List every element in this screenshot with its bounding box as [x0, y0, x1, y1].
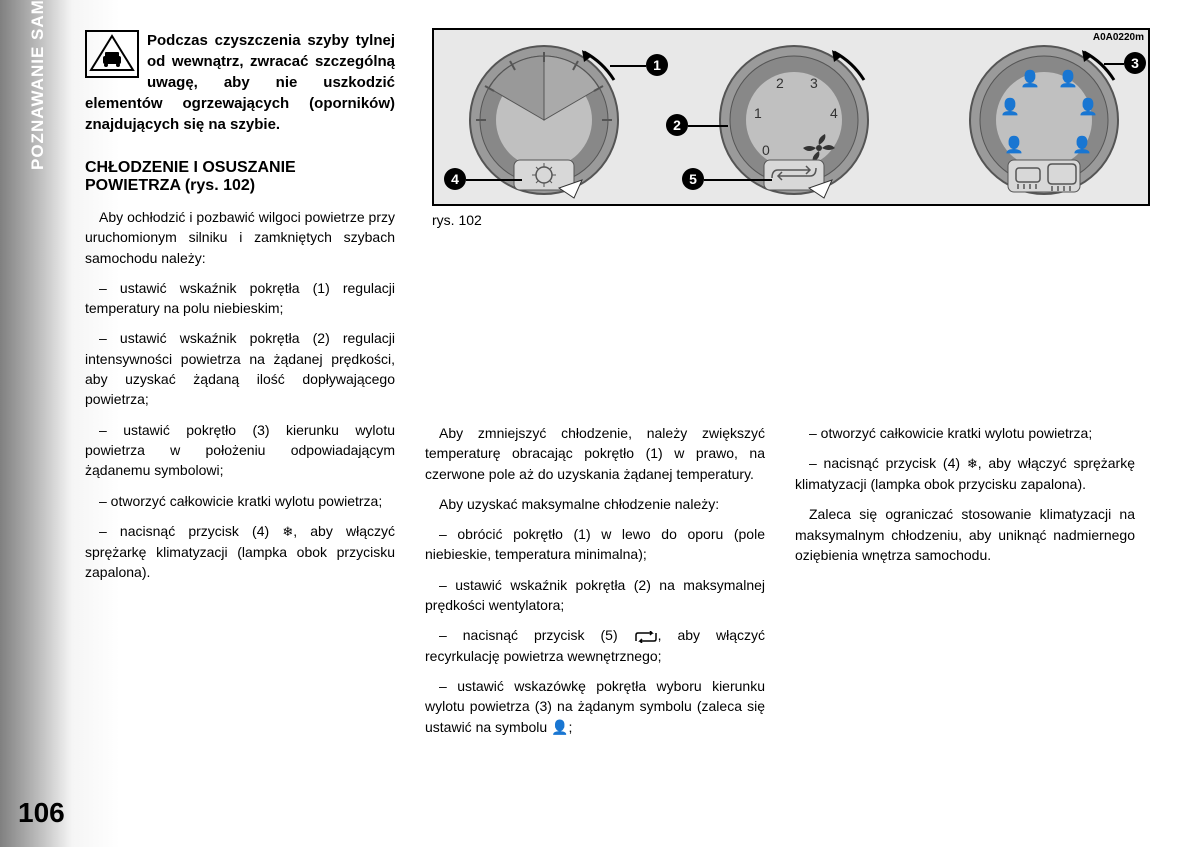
paragraph: – obrócić pokrętło (1) w lewo do oporu (… — [425, 524, 765, 565]
svg-text:2: 2 — [776, 75, 784, 91]
callout-2: 2 — [666, 114, 688, 136]
paragraph: – ustawić wskaźnik pokrętła (2) na maksy… — [425, 575, 765, 616]
climate-control-diagram: A0A0220m — [432, 28, 1150, 206]
svg-text:👤: 👤 — [1078, 97, 1098, 116]
warning-car-icon — [85, 30, 139, 78]
paragraph: – ustawić pokrętło (3) kierunku wylotu p… — [85, 420, 395, 481]
paragraph: – otworzyć całkowicie kratki wylotu powi… — [85, 491, 395, 511]
svg-text:👤: 👤 — [1072, 135, 1092, 154]
svg-text:👤: 👤 — [1004, 135, 1024, 154]
paragraph: Zaleca się ograniczać stosowanie klimaty… — [795, 504, 1135, 565]
figure-container: A0A0220m — [432, 28, 1152, 228]
paragraph: – nacisnąć przycisk (4) ❄, aby włączyć s… — [85, 521, 395, 582]
paragraph: – ustawić wskaźnik pokrętła (1) regulacj… — [85, 278, 395, 319]
text-columns: Aby ochłodzić i pozbawić wilgoci powietr… — [85, 207, 1175, 747]
paragraph: Aby uzyskać maksymalne chłodzenie należy… — [425, 494, 765, 514]
column-1: Aby ochłodzić i pozbawić wilgoci powietr… — [85, 207, 395, 747]
svg-text:4: 4 — [830, 105, 838, 121]
fan-speed-dial: 0 1 2 3 4 — [714, 40, 874, 200]
figure-caption: rys. 102 — [432, 212, 1152, 228]
callout-line — [466, 179, 522, 181]
callout-3: 3 — [1124, 52, 1146, 74]
svg-text:👤: 👤 — [1000, 97, 1020, 116]
page-number: 106 — [18, 797, 65, 829]
air-distribution-dial: 👤 👤 👤 👤 👤 👤 — [964, 40, 1124, 200]
callout-line — [610, 65, 646, 67]
temperature-dial — [464, 40, 624, 200]
callout-line — [688, 125, 728, 127]
callout-5: 5 — [682, 168, 704, 190]
callout-4: 4 — [444, 168, 466, 190]
sidebar-section-label: POZNAWANIE SAMOCHODU — [28, 0, 48, 170]
paragraph: Aby ochłodzić i pozbawić wilgoci powietr… — [85, 207, 395, 268]
paragraph: – ustawić wskaźnik pokrętła (2) regulacj… — [85, 328, 395, 409]
section-title: CHŁODZENIE I OSUSZANIE POWIETRZA (rys. 1… — [85, 159, 395, 195]
svg-text:👤: 👤 — [1058, 69, 1078, 88]
paragraph: – nacisnąć przycisk (4) ❄, aby włączyć s… — [795, 453, 1135, 494]
paragraph: – otworzyć całkowicie kratki wylotu powi… — [795, 423, 1135, 443]
column-3: – otworzyć całkowicie kratki wylotu powi… — [795, 207, 1135, 747]
callout-line — [704, 179, 772, 181]
callout-line — [1104, 63, 1124, 65]
column-2: Aby zmniejszyć chłodzenie, należy zwięks… — [425, 207, 765, 747]
snowflake-icon: ❄ — [282, 524, 293, 539]
recirculation-icon — [634, 631, 658, 643]
paragraph: Aby zmniejszyć chłodzenie, należy zwięks… — [425, 423, 765, 484]
callout-1: 1 — [646, 54, 668, 76]
svg-text:0: 0 — [762, 142, 770, 158]
svg-text:3: 3 — [810, 75, 818, 91]
svg-text:1: 1 — [754, 105, 762, 121]
snowflake-icon: ❄ — [967, 456, 978, 471]
paragraph: – nacisnąć przycisk (5) , aby włączyć re… — [425, 625, 765, 666]
paragraph: – ustawić wskazówkę pokrętła wyboru kier… — [425, 676, 765, 737]
warning-box: Podczas czyszczenia szyby tylnej od wewn… — [85, 30, 395, 135]
svg-text:👤: 👤 — [1020, 69, 1040, 88]
